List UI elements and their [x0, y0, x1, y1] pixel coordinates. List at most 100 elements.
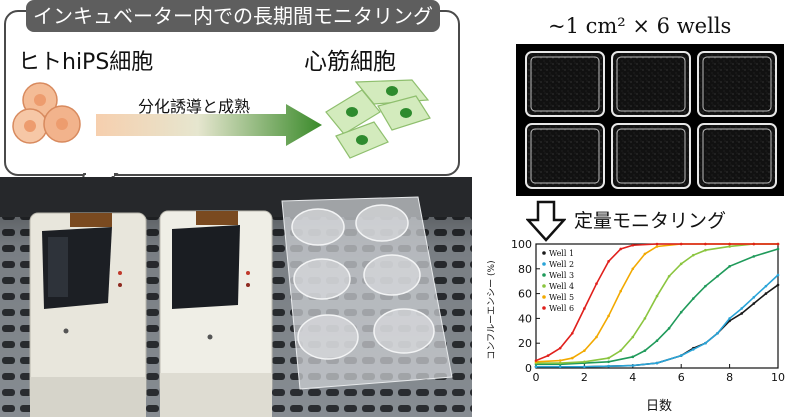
- data-point: [583, 349, 586, 352]
- data-point: [704, 284, 707, 288]
- data-point: [679, 310, 683, 314]
- data-point: [655, 294, 659, 298]
- data-point: [776, 283, 780, 287]
- chart-series: [534, 242, 780, 369]
- data-point: [595, 282, 598, 285]
- data-point: [752, 302, 756, 305]
- legend-marker: [542, 273, 546, 277]
- cardiomyocyte-cells-icon: [325, 79, 431, 159]
- y-axis-label: コンフルーエンシー (%): [487, 260, 497, 359]
- differentiation-arrow: [96, 104, 322, 146]
- x-tick-label: 8: [726, 371, 733, 384]
- x-tick-label: 0: [533, 371, 540, 384]
- data-point: [655, 339, 659, 343]
- data-point: [619, 349, 622, 352]
- data-point: [643, 252, 647, 256]
- data-point: [776, 273, 780, 277]
- data-point: [655, 361, 659, 365]
- y-tick-label: 20: [518, 337, 532, 350]
- data-point: [607, 360, 610, 364]
- data-point: [692, 253, 695, 257]
- monitor-device-left: [29, 212, 147, 417]
- data-point: [728, 242, 731, 246]
- wells-microscopy-image: [516, 44, 784, 196]
- data-point: [631, 267, 635, 271]
- data-point: [607, 314, 610, 318]
- data-point: [643, 317, 647, 320]
- chart-legend: Well 1 Well 2 Well 3 Well 4 Well 5 Well 6: [542, 249, 574, 313]
- data-point: [728, 265, 731, 268]
- legend-label: Well 3: [549, 271, 574, 280]
- data-point: [716, 274, 719, 278]
- monitor-device-right: [159, 210, 273, 417]
- legend-marker: [542, 284, 546, 288]
- data-point: [679, 262, 683, 266]
- data-point: [655, 242, 659, 246]
- data-point: [619, 247, 622, 251]
- legend-label: Well 5: [549, 293, 574, 302]
- data-point: [764, 292, 768, 295]
- legend-marker: [542, 306, 546, 310]
- legend-label: Well 2: [549, 260, 574, 269]
- legend-label: Well 4: [549, 282, 574, 291]
- y-tick-label: 40: [518, 312, 532, 325]
- data-point: [740, 307, 743, 310]
- data-point: [643, 349, 647, 352]
- six-well-plate: [281, 196, 453, 390]
- ips-cells-icon: [12, 82, 81, 144]
- legend-label: Well 6: [549, 304, 574, 313]
- y-tick-label: 60: [518, 288, 532, 301]
- data-point: [607, 356, 610, 360]
- data-point: [752, 242, 756, 246]
- data-point: [716, 331, 719, 335]
- data-point: [667, 274, 671, 278]
- down-arrow-icon: [526, 200, 566, 242]
- quantitative-monitoring-label: 定量モニタリング: [574, 210, 727, 232]
- target-cell-label: 心筋細胞: [304, 49, 396, 75]
- data-point: [728, 317, 731, 320]
- data-point: [558, 365, 562, 369]
- data-point: [631, 335, 635, 339]
- data-point: [583, 360, 586, 364]
- data-point: [631, 243, 635, 247]
- data-point: [776, 247, 780, 251]
- x-tick-label: 4: [629, 371, 636, 384]
- data-point: [728, 245, 731, 248]
- data-point: [704, 242, 707, 246]
- data-point: [692, 297, 695, 300]
- data-point: [776, 242, 780, 246]
- data-point: [631, 364, 635, 367]
- data-point: [534, 365, 538, 369]
- x-axis-label: 日数: [646, 399, 672, 414]
- data-point: [571, 356, 574, 360]
- y-tick-label: 100: [511, 238, 532, 251]
- data-point: [607, 260, 610, 263]
- x-tick-label: 6: [678, 371, 685, 384]
- callout-title: インキュベーター内での長期間モニタリング: [26, 0, 440, 32]
- incubator-photo: [0, 177, 472, 417]
- data-point: [631, 355, 635, 359]
- data-point: [752, 255, 756, 258]
- x-tick-label: 10: [771, 371, 785, 384]
- data-point: [679, 242, 683, 246]
- data-point: [583, 307, 586, 310]
- data-point: [595, 335, 598, 339]
- data-point: [534, 359, 538, 362]
- source-cell-label: ヒトhiPS細胞: [18, 50, 154, 75]
- legend-label: Well 1: [549, 249, 574, 258]
- legend-marker: [542, 251, 546, 255]
- data-point: [571, 331, 574, 335]
- legend-marker: [542, 262, 546, 266]
- data-point: [764, 284, 768, 288]
- process-label: 分化誘導と成熟: [138, 97, 251, 116]
- data-point: [619, 289, 622, 293]
- data-point: [583, 365, 586, 369]
- data-point: [607, 364, 610, 368]
- data-point: [704, 341, 707, 345]
- data-point: [752, 296, 756, 299]
- data-point: [546, 354, 550, 357]
- data-point: [655, 245, 659, 248]
- data-point: [558, 361, 562, 365]
- wells-title: ~1 cm² × 6 wells: [548, 14, 732, 38]
- data-point: [740, 312, 743, 315]
